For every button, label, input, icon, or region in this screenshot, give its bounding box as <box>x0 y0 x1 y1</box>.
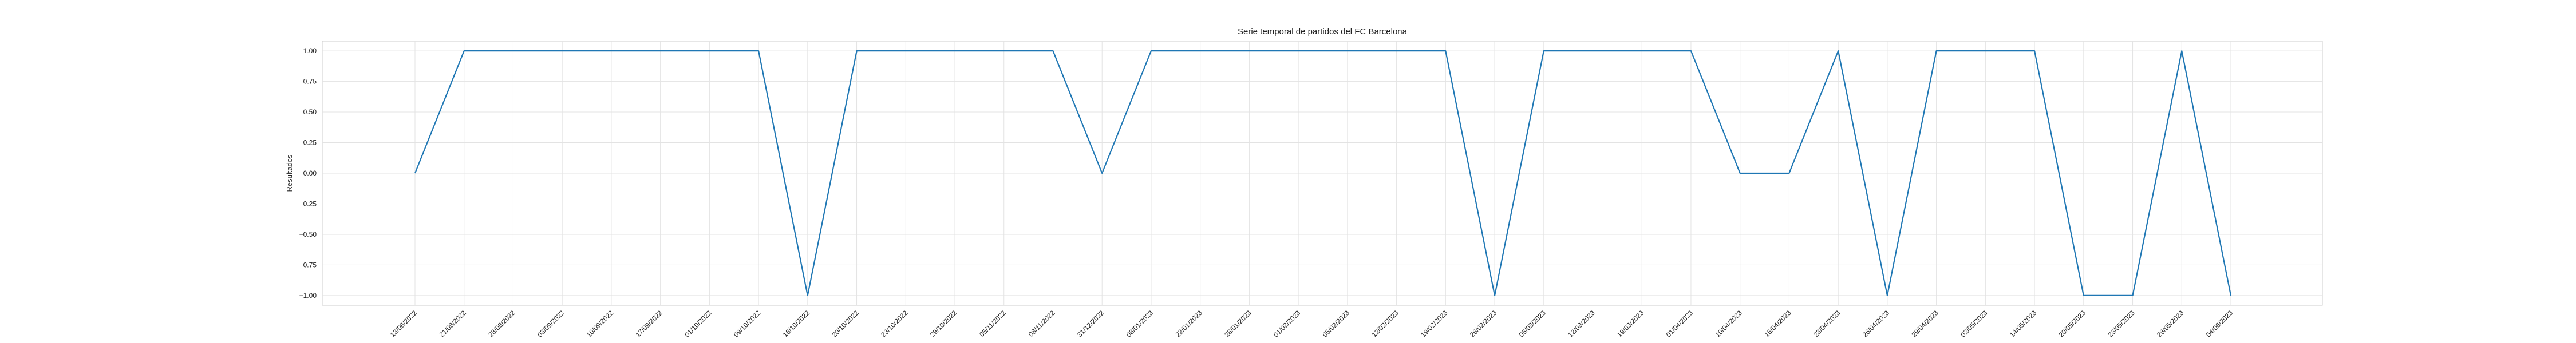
x-tick-label: 17/09/2022 <box>634 309 664 339</box>
data-point <box>708 50 710 52</box>
x-tick-label: 16/10/2022 <box>781 309 812 339</box>
data-point <box>1444 50 1447 52</box>
data-point <box>1396 50 1398 52</box>
data-point <box>1641 50 1643 52</box>
x-tick-label: 08/01/2023 <box>1125 309 1155 339</box>
x-tick-label: 26/04/2023 <box>1861 309 1891 339</box>
x-tick-label: 29/04/2023 <box>1910 309 1940 339</box>
x-tick-label: 28/01/2023 <box>1223 309 1253 339</box>
x-tick-label: 01/02/2023 <box>1272 309 1302 339</box>
y-ticks: 1.00 0.75 0.50 0.25 0.00 −0.25 −0.50 −0.75 −1.00 <box>299 47 317 300</box>
data-point <box>1346 50 1349 52</box>
data-point <box>2132 294 2134 297</box>
data-point <box>1248 50 1250 52</box>
x-tick-label: 12/02/2023 <box>1370 309 1400 339</box>
x-tick-label: 23/10/2022 <box>879 309 910 339</box>
x-tick-label: 28/08/2022 <box>487 309 517 339</box>
data-point <box>512 50 514 52</box>
x-tick-label: 20/05/2023 <box>2057 309 2088 339</box>
x-tick-label: 12/03/2023 <box>1566 309 1597 339</box>
y-tick-label: 0.75 <box>303 78 317 86</box>
series-line <box>414 50 2232 297</box>
data-point <box>1494 294 1496 297</box>
data-point <box>1984 50 1986 52</box>
x-tick-label: 22/01/2023 <box>1174 309 1204 339</box>
y-tick-label: 1.00 <box>303 47 317 55</box>
y-tick-label: 0.25 <box>303 139 317 147</box>
y-tick-label: 0.50 <box>303 108 317 116</box>
data-point <box>2230 294 2232 297</box>
x-tick-label: 13/08/2022 <box>389 309 419 339</box>
chart-title: Serie temporal de partidos del FC Barcel… <box>1238 27 1408 37</box>
x-tick-label: 19/03/2023 <box>1615 309 1646 339</box>
x-tick-label: 29/10/2022 <box>929 309 959 339</box>
data-point <box>1935 50 1938 52</box>
x-tick-label: 01/10/2022 <box>683 309 713 339</box>
x-tick-label: 23/05/2023 <box>2106 309 2136 339</box>
y-axis-label: Resultados <box>285 154 294 192</box>
x-tick-label: 08/11/2022 <box>1027 309 1057 338</box>
data-point <box>856 50 858 52</box>
x-tick-label: 02/05/2023 <box>1959 309 1989 339</box>
x-tick-label: 03/09/2022 <box>536 309 566 339</box>
data-point <box>1150 50 1152 52</box>
data-point <box>807 294 809 297</box>
y-tick-label: 0.00 <box>303 169 317 177</box>
y-tick-label: −0.25 <box>299 200 317 208</box>
data-point <box>904 50 907 52</box>
data-point <box>1837 50 1839 52</box>
data-point <box>1199 50 1202 52</box>
x-tick-label: 16/04/2023 <box>1763 309 1793 339</box>
data-point <box>2083 294 2085 297</box>
data-point <box>1297 50 1299 52</box>
data-point <box>610 50 613 52</box>
x-tick-label: 05/02/2023 <box>1321 309 1352 339</box>
x-tick-label: 10/09/2022 <box>585 309 615 339</box>
x-tick-label: 21/08/2022 <box>437 309 468 339</box>
x-tick-label: 09/10/2022 <box>732 309 762 339</box>
x-ticks: 13/08/2022 21/08/2022 28/08/2022 03/09/2022… <box>389 309 2235 339</box>
data-point <box>757 50 760 52</box>
y-tick-label: −1.00 <box>299 292 317 300</box>
series-resultados <box>414 50 2232 297</box>
data-point <box>561 50 563 52</box>
data-point <box>1690 50 1692 52</box>
data-point <box>1592 50 1594 52</box>
x-tick-label: 10/04/2023 <box>1713 309 1744 339</box>
data-point <box>2180 50 2183 52</box>
x-tick-label: 04/06/2023 <box>2204 309 2235 339</box>
data-point <box>1739 172 1741 174</box>
data-point <box>2033 50 2036 52</box>
data-point <box>1788 172 1790 174</box>
data-point <box>1543 50 1545 52</box>
x-tick-label: 19/02/2023 <box>1419 309 1449 339</box>
y-tick-label: −0.50 <box>299 230 317 238</box>
x-tick-label: 01/04/2023 <box>1665 309 1695 339</box>
data-point <box>1003 50 1005 52</box>
data-point <box>414 172 416 174</box>
data-point <box>954 50 956 52</box>
data-point <box>463 50 465 52</box>
x-tick-label: 23/04/2023 <box>1812 309 1842 339</box>
x-tick-label: 26/02/2023 <box>1468 309 1499 339</box>
data-point <box>1052 50 1054 52</box>
data-point <box>659 50 662 52</box>
data-point <box>1886 294 1888 297</box>
x-tick-label: 31/12/2022 <box>1076 309 1106 339</box>
x-tick-label: 20/10/2022 <box>830 309 860 339</box>
x-tick-label: 05/11/2022 <box>978 309 1008 338</box>
x-tick-label: 28/05/2023 <box>2155 309 2186 339</box>
x-tick-label: 14/05/2023 <box>2008 309 2038 339</box>
x-tick-label: 05/03/2023 <box>1518 309 1548 339</box>
data-point <box>1101 172 1103 174</box>
y-tick-label: −0.75 <box>299 261 317 269</box>
